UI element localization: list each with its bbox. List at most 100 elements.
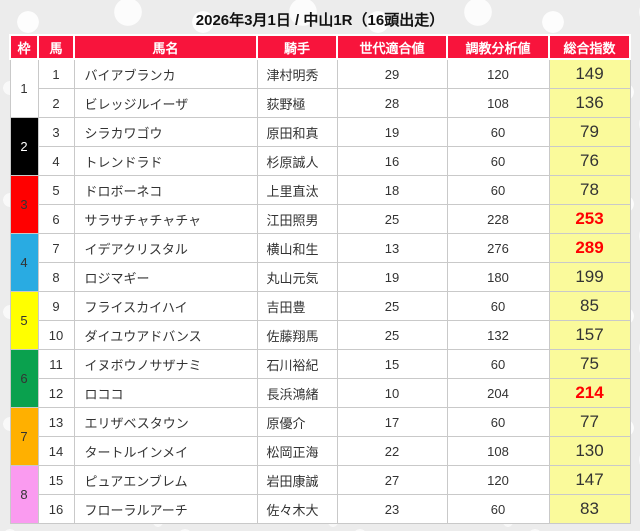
generation-value: 13: [336, 233, 448, 263]
generation-value: 25: [336, 204, 448, 234]
jockey-name: 長浜鴻緒: [256, 378, 338, 408]
column-header-jockey: 騎手: [256, 34, 338, 60]
table-row: 7 13 エリザベスタウン 原優介 17 60 77: [9, 407, 631, 466]
table-row: 1 1 バイアブランカ 津村明秀 29 120 149: [9, 58, 631, 118]
training-value: 60: [446, 407, 550, 437]
table-row: 14 タートルインメイ 松岡正海 22 108 130: [10, 436, 631, 466]
horse-name: ビレッジルイーザ: [73, 88, 258, 118]
horse-number: 2: [37, 88, 75, 118]
generation-value: 19: [336, 117, 448, 147]
generation-value: 17: [336, 407, 448, 437]
horse-name: サラサチャチャチャ: [73, 204, 258, 234]
total-index-value: 253: [548, 204, 631, 234]
total-index-value: 214: [548, 378, 631, 408]
race-table: 枠 馬 馬名 騎手 世代適合値 調教分析値 総合指数 1 1 バイアブランカ 津…: [9, 34, 631, 524]
jockey-name: 佐々木大: [256, 494, 338, 524]
training-value: 132: [446, 320, 550, 350]
jockey-name: 津村明秀: [256, 58, 338, 89]
generation-value: 18: [336, 175, 448, 205]
horse-name: イデアクリスタル: [73, 233, 258, 263]
total-index-value: 147: [548, 465, 631, 495]
generation-value: 10: [336, 378, 448, 408]
frame-number-cell: 1: [9, 58, 39, 118]
horse-name: フライスカイハイ: [73, 291, 258, 321]
horse-number: 10: [37, 320, 75, 350]
table-row: 4 7 イデアクリスタル 横山和生 13 276 289: [9, 233, 631, 292]
horse-name: タートルインメイ: [73, 436, 258, 466]
frame-number-cell: 5: [9, 291, 39, 350]
training-value: 276: [446, 233, 550, 263]
horse-name: ロココ: [73, 378, 258, 408]
frame-number-cell: 2: [9, 117, 39, 176]
training-value: 60: [446, 146, 550, 176]
column-header-horse: 馬: [37, 34, 75, 60]
table-row: 10 ダイユウアドバンス 佐藤翔馬 25 132 157: [10, 320, 631, 350]
jockey-name: 佐藤翔馬: [256, 320, 338, 350]
column-header-training-value: 調教分析値: [446, 34, 550, 60]
horse-number: 9: [37, 291, 75, 321]
jockey-name: 岩田康誠: [256, 465, 338, 495]
horse-name: バイアブランカ: [73, 58, 258, 89]
total-index-value: 83: [548, 494, 631, 524]
horse-number: 15: [37, 465, 75, 495]
jockey-name: 江田照男: [256, 204, 338, 234]
training-value: 108: [446, 436, 550, 466]
training-value: 60: [446, 349, 550, 379]
total-index-value: 75: [548, 349, 631, 379]
jockey-name: 上里直汰: [256, 175, 338, 205]
frame-number-cell: 4: [9, 233, 39, 292]
table-row: 6 11 イヌボウノサザナミ 石川裕紀 15 60 75: [9, 349, 631, 408]
table-row: 3 5 ドロボーネコ 上里直汰 18 60 78: [9, 175, 631, 234]
column-header-generation-value: 世代適合値: [336, 34, 448, 60]
generation-value: 23: [336, 494, 448, 524]
table-row: 12 ロココ 長浜鴻緒 10 204 214: [10, 378, 631, 408]
total-index-value: 78: [548, 175, 631, 205]
total-index-value: 130: [548, 436, 631, 466]
total-index-value: 136: [548, 88, 631, 118]
horse-number: 6: [37, 204, 75, 234]
training-value: 108: [446, 88, 550, 118]
jockey-name: 原田和真: [256, 117, 338, 147]
generation-value: 25: [336, 291, 448, 321]
horse-name: エリザベスタウン: [73, 407, 258, 437]
horse-name: ドロボーネコ: [73, 175, 258, 205]
jockey-name: 横山和生: [256, 233, 338, 263]
jockey-name: 原優介: [256, 407, 338, 437]
horse-number: 7: [37, 233, 75, 263]
training-value: 120: [446, 58, 550, 89]
training-value: 120: [446, 465, 550, 495]
table-row: 4 トレンドラド 杉原誠人 16 60 76: [10, 146, 631, 176]
total-index-value: 79: [548, 117, 631, 147]
horse-name: ピュアエンブレム: [73, 465, 258, 495]
column-header-horse-name: 馬名: [73, 34, 258, 60]
total-index-value: 149: [548, 58, 631, 89]
horse-number: 11: [37, 349, 75, 379]
training-value: 60: [446, 494, 550, 524]
jockey-name: 荻野極: [256, 88, 338, 118]
frame-number-cell: 6: [9, 349, 39, 408]
horse-number: 8: [37, 262, 75, 292]
training-value: 204: [446, 378, 550, 408]
training-value: 60: [446, 175, 550, 205]
jockey-name: 石川裕紀: [256, 349, 338, 379]
table-header-row: 枠 馬 馬名 騎手 世代適合値 調教分析値 総合指数: [9, 34, 631, 60]
frame-number-cell: 8: [9, 465, 39, 524]
frame-number-cell: 3: [9, 175, 39, 234]
generation-value: 19: [336, 262, 448, 292]
jockey-name: 丸山元気: [256, 262, 338, 292]
generation-value: 22: [336, 436, 448, 466]
generation-value: 15: [336, 349, 448, 379]
jockey-name: 杉原誠人: [256, 146, 338, 176]
total-index-value: 76: [548, 146, 631, 176]
total-index-value: 289: [548, 233, 631, 263]
horse-number: 12: [37, 378, 75, 408]
training-value: 60: [446, 117, 550, 147]
horse-name: シラカワゴウ: [73, 117, 258, 147]
horse-name: トレンドラド: [73, 146, 258, 176]
table-row: 5 9 フライスカイハイ 吉田豊 25 60 85: [9, 291, 631, 350]
horse-name: ダイユウアドバンス: [73, 320, 258, 350]
table-row: 6 サラサチャチャチャ 江田照男 25 228 253: [10, 204, 631, 234]
page-title: 2026年3月1日 / 中山1R（16頭出走）: [195, 12, 445, 29]
generation-value: 16: [336, 146, 448, 176]
total-index-value: 77: [548, 407, 631, 437]
